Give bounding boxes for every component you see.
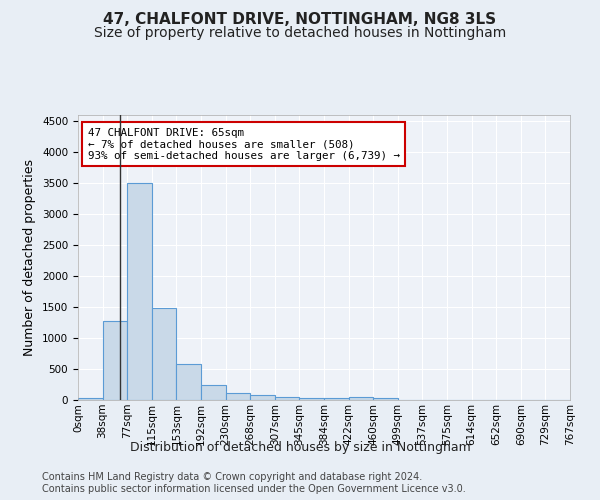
Bar: [349, 396, 373, 400]
Text: Size of property relative to detached houses in Nottingham: Size of property relative to detached ho…: [94, 26, 506, 40]
Bar: [201, 385, 226, 400]
Bar: [103, 322, 127, 400]
Bar: [226, 393, 250, 400]
Bar: [324, 398, 349, 400]
Text: Contains HM Land Registry data © Crown copyright and database right 2024.
Contai: Contains HM Land Registry data © Crown c…: [42, 472, 466, 494]
Bar: [127, 183, 152, 400]
Text: 47, CHALFONT DRIVE, NOTTINGHAM, NG8 3LS: 47, CHALFONT DRIVE, NOTTINGHAM, NG8 3LS: [103, 12, 497, 28]
Bar: [176, 364, 201, 400]
Bar: [78, 398, 103, 400]
Bar: [152, 308, 176, 400]
Text: Distribution of detached houses by size in Nottingham: Distribution of detached houses by size …: [130, 441, 470, 454]
Text: 47 CHALFONT DRIVE: 65sqm
← 7% of detached houses are smaller (508)
93% of semi-d: 47 CHALFONT DRIVE: 65sqm ← 7% of detache…: [88, 128, 400, 161]
Bar: [299, 398, 324, 400]
Bar: [275, 396, 299, 400]
Y-axis label: Number of detached properties: Number of detached properties: [23, 159, 37, 356]
Bar: [373, 398, 398, 400]
Bar: [250, 395, 275, 400]
